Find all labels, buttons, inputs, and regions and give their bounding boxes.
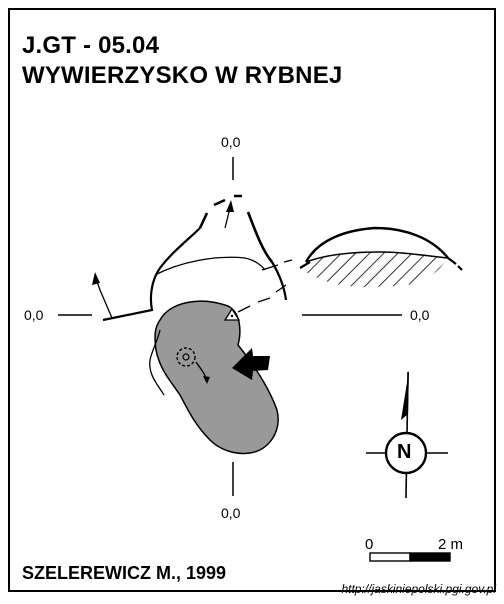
coord-right: 0,0: [410, 307, 430, 323]
arrow-left-head: [92, 272, 100, 285]
compass-needle-head: [401, 370, 409, 420]
cave-wall-dashed-upper: [198, 194, 274, 263]
cave-chamber: [154, 300, 279, 455]
compass-label: N: [397, 441, 412, 463]
arrow-top-head: [226, 200, 234, 212]
cave-code: J.GT - 05.04: [22, 32, 160, 59]
profile-outline: [304, 226, 449, 263]
scale-start-label: 0: [365, 536, 374, 553]
source-url[interactable]: http://jaskiniepolski.pgi.gov.pl: [341, 582, 496, 596]
scale-bar-black: [409, 552, 451, 562]
cave-ceiling-line: [154, 256, 266, 276]
cave-connector-line: [149, 329, 165, 396]
map-frame: [8, 8, 496, 592]
cave-wall-right: [271, 261, 288, 301]
spring-symbol: [176, 347, 196, 367]
cave-wall-left: [102, 227, 201, 322]
scale-end-label: 2 m: [438, 536, 464, 553]
cave-entrance-dashed: [237, 259, 293, 313]
coord-left: 0,0: [24, 307, 44, 323]
survey-point-triangle: [223, 307, 241, 321]
scale-bar-white: [369, 552, 411, 562]
author-credit: SZELEREWICZ M., 1999: [22, 563, 227, 583]
entrance-arrow: [232, 348, 270, 380]
profile-hatched-floor: [306, 252, 448, 287]
cave-name: WYWIERZYSKO W RYBNEJ: [22, 62, 343, 89]
coord-top: 0,0: [221, 134, 241, 150]
compass-circle: [384, 431, 428, 475]
profile-dash-right: [447, 257, 463, 271]
coord-bottom: 0,0: [221, 505, 241, 521]
